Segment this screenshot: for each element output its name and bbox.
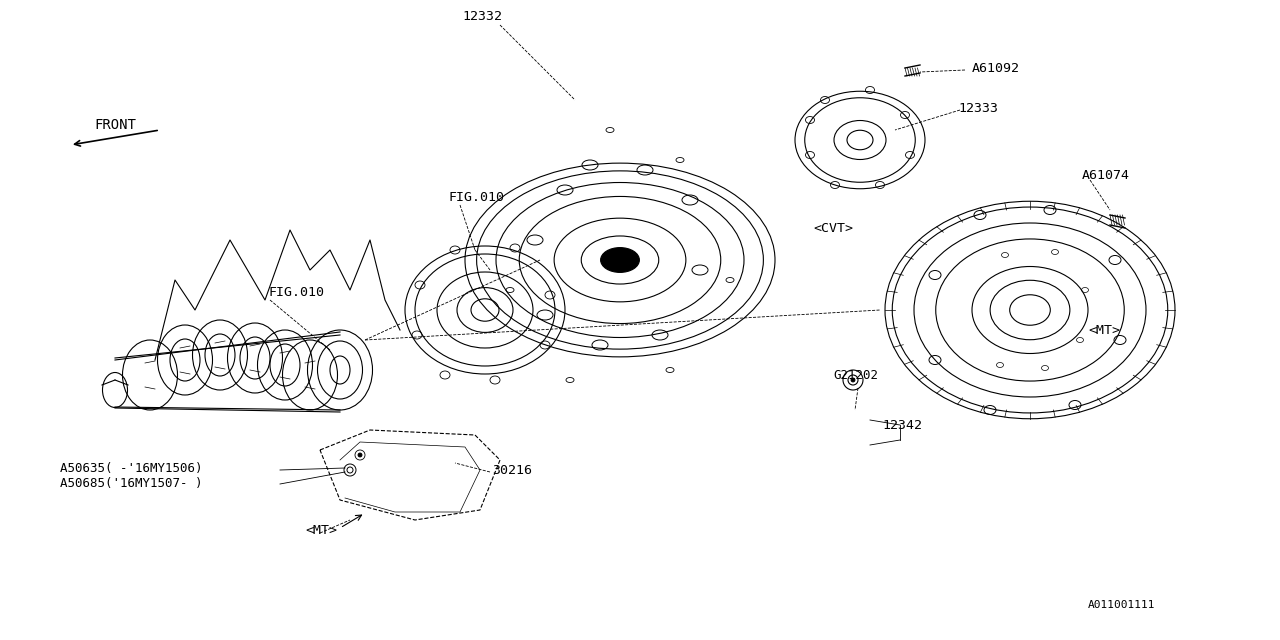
Text: FIG.010: FIG.010 <box>268 285 324 298</box>
Text: <MT>: <MT> <box>1088 323 1120 337</box>
Text: FRONT: FRONT <box>93 118 136 132</box>
Circle shape <box>358 453 362 457</box>
Text: A61092: A61092 <box>972 61 1020 74</box>
Circle shape <box>851 378 855 382</box>
Text: 12333: 12333 <box>957 102 998 115</box>
Text: A50635( -'16MY1506): A50635( -'16MY1506) <box>60 461 202 474</box>
Text: A50685('16MY1507- ): A50685('16MY1507- ) <box>60 477 202 490</box>
Text: <MT>: <MT> <box>305 524 337 536</box>
Text: 12332: 12332 <box>462 10 502 22</box>
Text: A011001111: A011001111 <box>1088 600 1155 610</box>
Text: 30216: 30216 <box>492 463 532 477</box>
Ellipse shape <box>600 248 640 273</box>
Text: FIG.010: FIG.010 <box>448 191 504 204</box>
Text: 12342: 12342 <box>882 419 922 431</box>
Text: <CVT>: <CVT> <box>813 221 852 234</box>
Text: G21202: G21202 <box>833 369 878 381</box>
Text: A61074: A61074 <box>1082 168 1130 182</box>
